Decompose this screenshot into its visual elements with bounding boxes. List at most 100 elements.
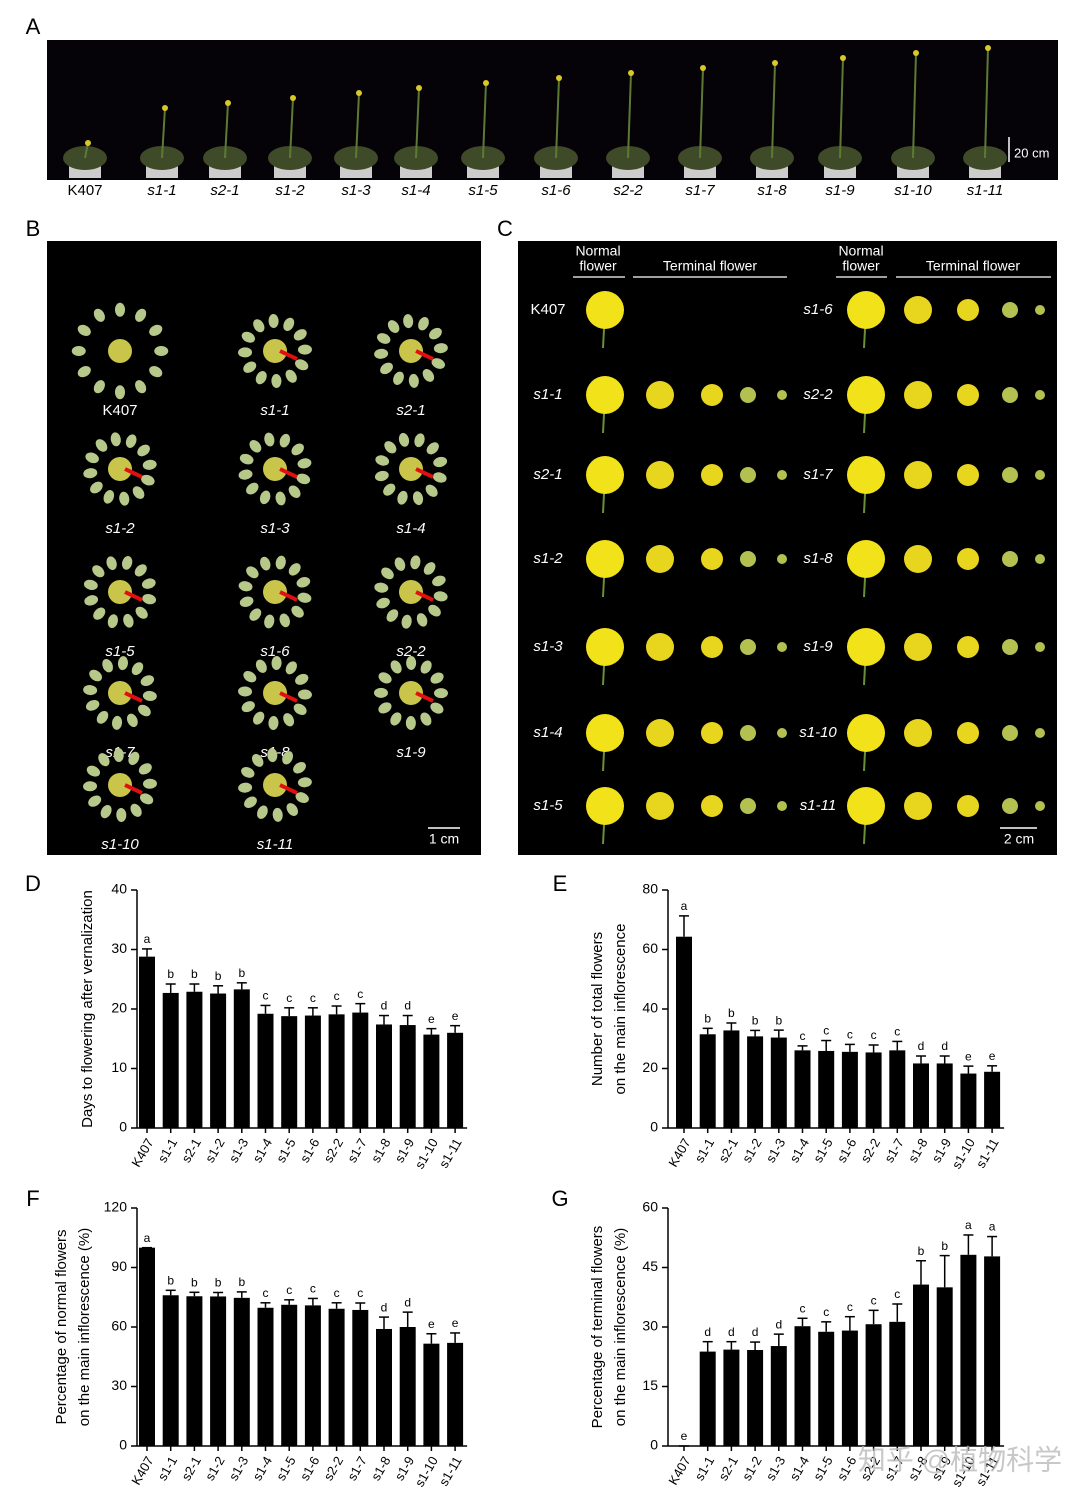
bud bbox=[374, 348, 389, 359]
bud bbox=[376, 597, 390, 609]
bar bbox=[984, 1071, 1001, 1128]
center bbox=[108, 457, 132, 481]
bud bbox=[141, 474, 155, 486]
significance-label: c bbox=[263, 1286, 269, 1300]
bud bbox=[386, 609, 399, 622]
significance-label: c bbox=[823, 1305, 829, 1319]
normal-flower bbox=[847, 456, 885, 494]
terminal-flower bbox=[1035, 305, 1045, 315]
bud bbox=[414, 433, 425, 448]
significance-label: c bbox=[286, 991, 292, 1005]
bud bbox=[412, 491, 424, 506]
arrow bbox=[279, 691, 298, 703]
bud bbox=[134, 564, 147, 577]
bar bbox=[210, 993, 227, 1128]
bud bbox=[100, 804, 112, 819]
plant-label: s1-9 bbox=[396, 744, 426, 761]
terminal-flower bbox=[957, 722, 979, 744]
bud bbox=[293, 703, 307, 715]
significance-label: c bbox=[357, 1286, 363, 1300]
stem bbox=[355, 92, 360, 159]
bud bbox=[285, 369, 297, 383]
y-axis-label: on the main inflorescence (%) bbox=[76, 1228, 93, 1426]
bar bbox=[960, 1073, 977, 1128]
bud bbox=[428, 604, 441, 617]
bud bbox=[380, 362, 393, 375]
bud bbox=[272, 807, 283, 822]
bud bbox=[405, 715, 416, 730]
arrow bbox=[279, 467, 298, 479]
bar bbox=[186, 991, 203, 1128]
bar bbox=[233, 989, 250, 1128]
bud bbox=[291, 443, 304, 456]
significance-label: c bbox=[334, 1286, 340, 1300]
bar bbox=[770, 1346, 787, 1446]
bud bbox=[271, 656, 282, 671]
arrow bbox=[279, 349, 298, 361]
column-header: Terminal flower bbox=[663, 258, 757, 274]
bud bbox=[406, 656, 417, 671]
bud bbox=[430, 672, 444, 684]
significance-label: c bbox=[894, 1025, 900, 1039]
arrow bbox=[124, 590, 143, 602]
bud bbox=[255, 371, 267, 385]
significance-label: d bbox=[775, 1317, 782, 1331]
bar bbox=[328, 1308, 345, 1446]
significance-label: c bbox=[800, 1301, 806, 1315]
bud bbox=[296, 473, 311, 485]
significance-label: b bbox=[215, 1276, 222, 1290]
significance-label: a bbox=[144, 1231, 151, 1245]
significance-label: e bbox=[428, 1012, 435, 1026]
bud bbox=[85, 452, 99, 464]
bud bbox=[83, 685, 98, 696]
y-tick-label: 10 bbox=[111, 1059, 127, 1075]
bud bbox=[418, 317, 429, 331]
bar bbox=[304, 1015, 321, 1128]
bud bbox=[275, 491, 286, 506]
terminal-flower bbox=[1035, 470, 1045, 480]
bud bbox=[256, 805, 268, 819]
stem bbox=[839, 57, 844, 159]
bud bbox=[253, 319, 265, 333]
bud bbox=[423, 562, 436, 575]
bud bbox=[260, 556, 271, 571]
significance-label: b bbox=[704, 1012, 711, 1026]
bud bbox=[297, 689, 312, 700]
bud bbox=[384, 441, 397, 454]
flower-head bbox=[85, 140, 91, 146]
significance-label: b bbox=[775, 1013, 782, 1027]
significance-label: d bbox=[918, 1039, 925, 1053]
bud bbox=[381, 567, 394, 580]
bar bbox=[162, 992, 179, 1128]
bud bbox=[271, 373, 282, 388]
plant-label: s2-2 bbox=[396, 643, 426, 660]
bar bbox=[186, 1296, 203, 1446]
bud bbox=[433, 456, 448, 468]
terminal-flower bbox=[904, 461, 932, 489]
normal-flower bbox=[586, 787, 624, 825]
bud bbox=[238, 469, 253, 480]
bud bbox=[259, 490, 271, 505]
significance-label: d bbox=[381, 999, 388, 1013]
bud bbox=[138, 763, 152, 775]
bud bbox=[141, 578, 156, 589]
significance-label: a bbox=[965, 1218, 972, 1232]
normal-flower bbox=[586, 376, 624, 414]
bud bbox=[137, 704, 151, 717]
terminal-flower bbox=[1002, 551, 1018, 567]
column-header: Normal bbox=[838, 243, 883, 259]
bar bbox=[913, 1284, 929, 1446]
terminal-flower bbox=[1002, 725, 1018, 741]
bud bbox=[398, 432, 410, 447]
bud bbox=[238, 347, 253, 358]
terminal-flower bbox=[904, 633, 932, 661]
bar bbox=[233, 1297, 250, 1446]
arrow bbox=[415, 349, 434, 361]
significance-label: c bbox=[894, 1287, 900, 1301]
significance-label: b bbox=[167, 967, 174, 981]
bud bbox=[390, 660, 402, 674]
terminal-flower bbox=[646, 792, 674, 820]
stem bbox=[771, 62, 776, 159]
bar bbox=[699, 1034, 716, 1128]
bud bbox=[117, 656, 128, 671]
